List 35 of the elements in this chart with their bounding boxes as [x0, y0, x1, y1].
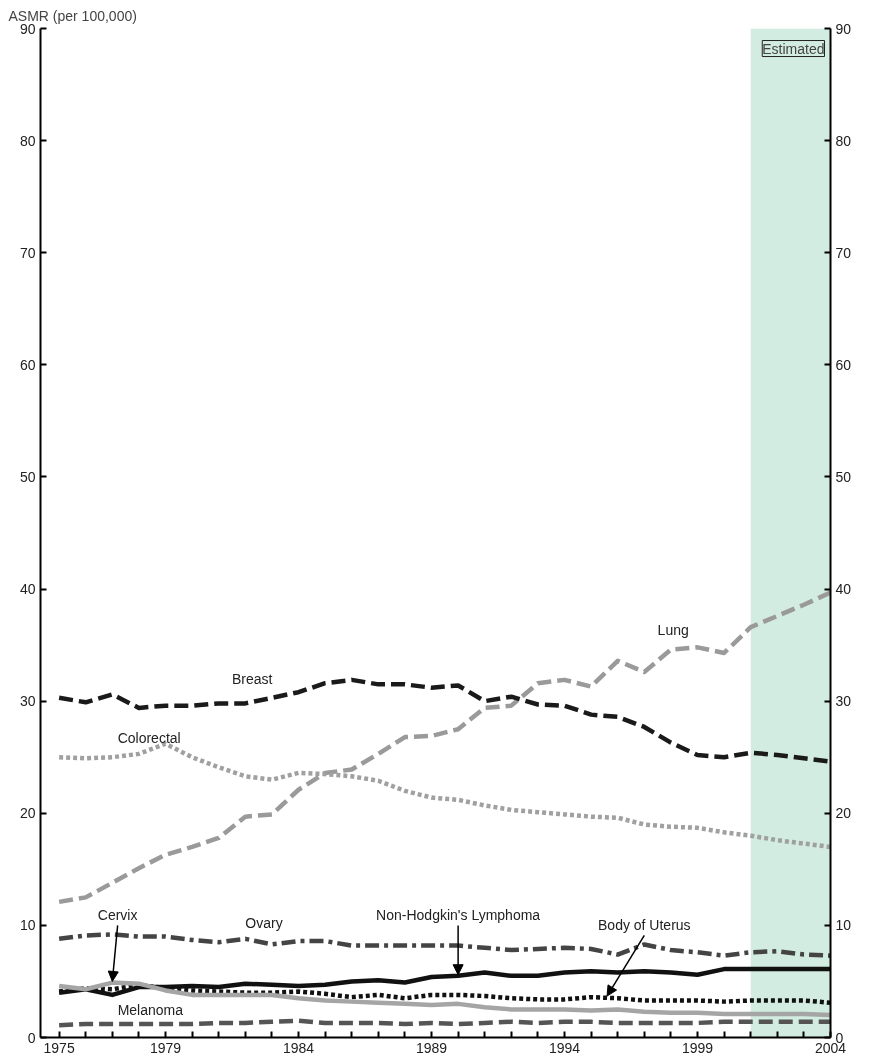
y-tick-label: 40 — [19, 581, 36, 598]
series-label: Ovary — [245, 914, 283, 931]
y2-tick-label: 50 — [835, 468, 852, 485]
y2-tick-label: 80 — [835, 132, 852, 149]
x-tick-label: 1979 — [149, 1039, 182, 1056]
x-tick-label: 1994 — [548, 1039, 581, 1056]
y2-tick-label: 40 — [835, 581, 852, 598]
x-tick-label: 1989 — [415, 1039, 448, 1056]
y-tick-label: 30 — [19, 693, 36, 710]
y2-tick-label: 10 — [835, 917, 852, 934]
y2-tick-label: 90 — [835, 20, 852, 37]
y2-tick-label: 70 — [835, 244, 852, 261]
y-tick-label: 60 — [19, 356, 36, 373]
x-tick-label: 1984 — [282, 1039, 315, 1056]
line-series — [56, 590, 831, 905]
y-tick-label: 20 — [19, 805, 36, 822]
y2-tick-label: 30 — [835, 693, 852, 710]
text: Cervix — [97, 907, 138, 924]
y-tick-label: 50 — [19, 468, 36, 485]
series-label: Colorectal — [117, 730, 181, 747]
y-tick-label: 0 — [27, 1029, 36, 1046]
y-tick-label: 80 — [19, 132, 36, 149]
y2-tick-label: 60 — [835, 356, 852, 373]
text: Body of Uterus — [598, 917, 691, 934]
x-tick-label: 1975 — [43, 1039, 75, 1056]
text: Non-Hodgkin's Lymphoma — [376, 907, 541, 924]
series-label: Breast — [232, 670, 273, 687]
y2-tick-label: 20 — [835, 805, 852, 822]
band-label: Estimated — [762, 40, 825, 57]
x-tick-label: 1999 — [681, 1039, 714, 1056]
series-label: Melanoma — [117, 1002, 184, 1019]
line-series — [56, 932, 831, 958]
series-label: Lung — [657, 622, 689, 639]
y-tick-label: 70 — [19, 244, 36, 261]
y-tick-label: 10 — [19, 917, 36, 934]
